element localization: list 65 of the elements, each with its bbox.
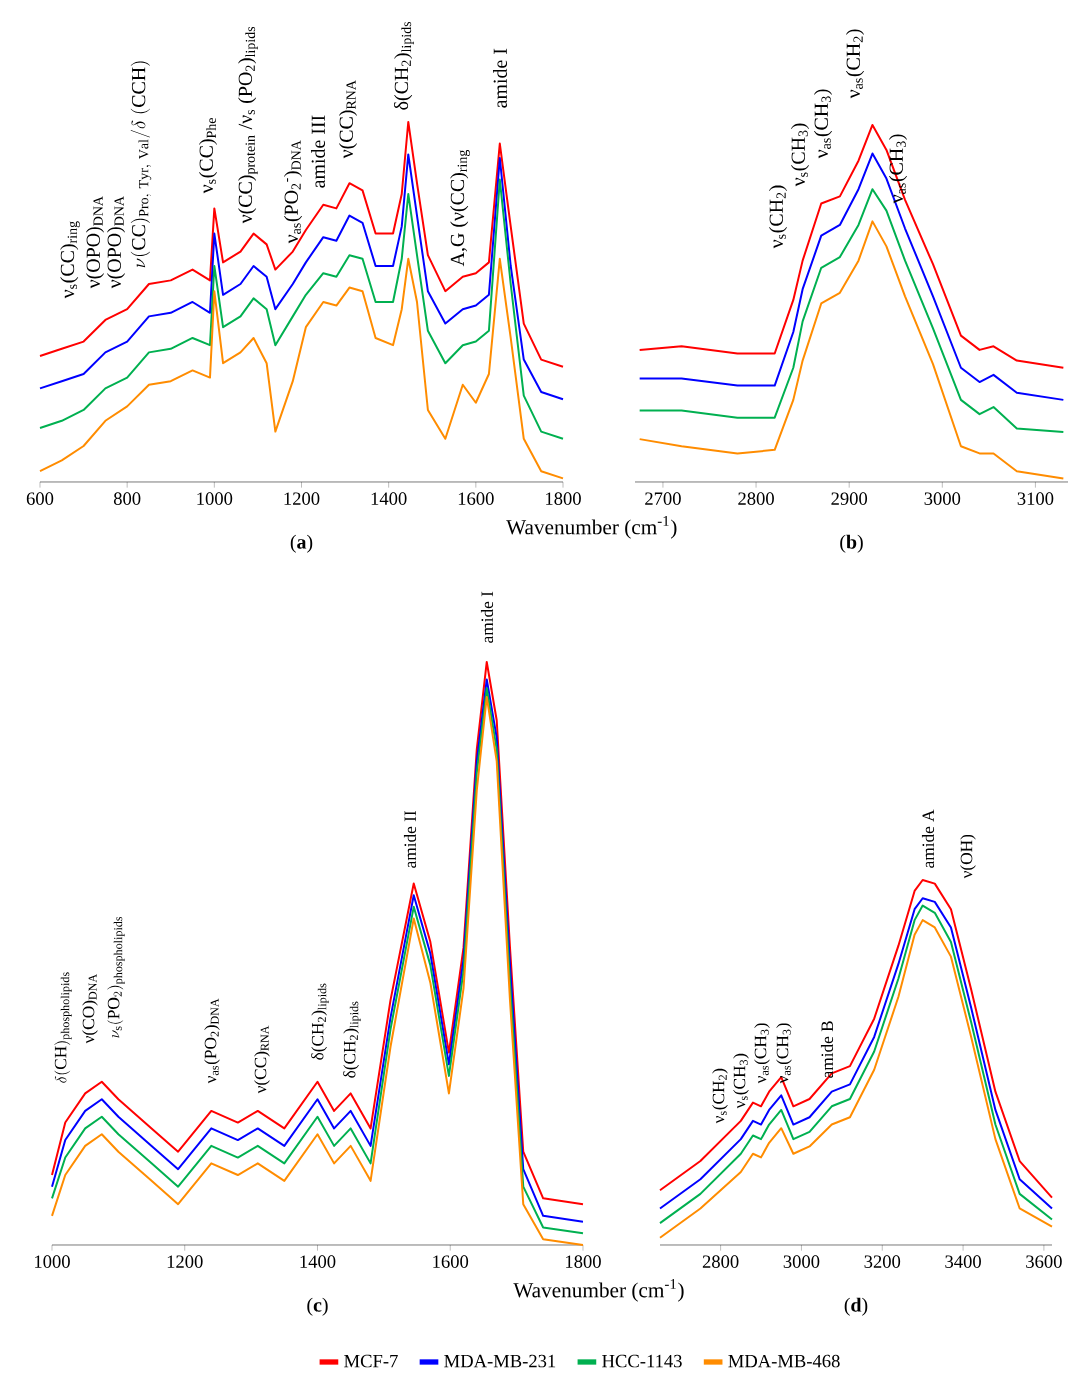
annotation: ν$_{as}$(CH$_{3}$) [754,1023,770,1084]
x-tick-label: 800 [113,492,141,505]
x-tick-label: 3400 [945,1255,981,1268]
legend-label: HCC-1143 [602,1354,682,1368]
annotation: ν$_{as}$(PO$_{2}$$^{-}$)$_{DNA}$ [283,140,303,244]
x-tick-label: 1000 [35,1255,70,1268]
x-tick-label: 2900 [831,492,868,505]
annotation: $\nu(\mathrm{CC})_{\mathrm{Pro,\ Tyr,\ Val}}/\delta\ (\mathrm{CCH})$ [130,61,152,268]
annotation: ν$_{as}$(CH$_{3}$) [776,1023,792,1084]
x-tick-label: 1800 [546,492,581,505]
annotation: $\delta(\mathrm{CH})_{\mathrm{phospholipids}}$ [54,972,72,1083]
x-tick-label: 3100 [1017,492,1054,505]
text: (d) [844,1297,868,1316]
x-tick-label: 2700 [645,492,681,505]
x-tick-label: 3000 [924,492,961,505]
annotation: amide II [403,810,417,868]
annotation: $\nu_{\mathrm{s}}(\mathrm{PO}_{2})_{\mathrm{phospholipids}}$ [107,916,125,1038]
x-tick-label: 1200 [167,1255,203,1268]
text: amide A [921,809,935,868]
annotation: amide B [820,1021,834,1078]
legend-label: MDA-MB-231 [444,1354,556,1368]
annotation: δ(CH$_{2}$)$_{lipids}$ [343,1001,361,1078]
x-tick-label: 3000 [783,1255,820,1268]
text: (b) [840,534,863,553]
x-tick-label: 1400 [300,1255,336,1268]
annotation: ν(CC)$_{RNA}$ [254,1025,270,1094]
annotation: amide III [311,115,325,188]
text: (a) [290,534,313,553]
legend-label: MDA-MB-468 [728,1354,840,1368]
x-tick-label: 1000 [197,492,233,505]
x-tick-label: 1800 [566,1255,601,1268]
annotation: δ(CH$_{2}$)$_{lipids}$ [311,983,329,1060]
annotation: ν$_{as}$(CH$_{3}$) [813,89,833,159]
annotation: ν(CC)$_{protein}$ /ν$_{s}$ (PO$_{2}$)$_{lipids}$ [238,26,258,224]
x-tick-label: 600 [26,492,54,505]
annotation: ν(OPO)$_{DNA}$ [85,196,105,289]
x-tick-label: 1600 [433,1255,469,1268]
text: (c) [307,1297,328,1316]
text: amide I [493,48,507,108]
annotation: A,G (ν(CC)$_{ring}$ [450,149,470,267]
annotation: ν$_{s}$(CC)$_{ring}$ [60,221,80,299]
x-tick-label: 3600 [1026,1255,1062,1268]
text: amide I [480,591,494,643]
annotation: ν$_{s}$(CH$_{3}$) [790,123,810,187]
x-tick-label: 1400 [371,492,407,505]
legend-label: MCF-7 [344,1354,398,1368]
x-tick-label: 1600 [458,492,494,505]
x-tick-label: 2800 [738,492,774,505]
text: ν(OH) [960,834,976,879]
annotation: ν(OPO)$_{DNA}$ [106,196,126,289]
annotation: ν$_{as}$(CH$_{3}$) [888,134,908,204]
annotation: ν$_{as}$(PO$_{2}$)$_{DNA}$ [204,998,220,1084]
annotation: ν$_{s}$(CH$_{3}$) [733,1053,749,1109]
x-axis-title: Wavenumber (cm$^{-1}$) [506,516,677,539]
x-tick-label: 2800 [702,1255,739,1268]
x-tick-label: 1200 [284,492,320,505]
annotation: ν(CO)$_{DNA}$ [82,973,98,1044]
x-axis-title: Wavenumber (cm$^{-1}$) [513,1279,684,1302]
annotation: ν(CC)$_{RNA}$ [338,80,358,159]
annotation: ν$_{s}$(CH$_{2}$) [712,1068,728,1124]
annotation: ν$_{s}$(CC)$_{Phe}$ [198,118,218,194]
x-tick-label: 3200 [864,1255,901,1268]
text: δ(CH$_{2}$)$_{lipids}$ [394,21,414,110]
text: ν$_{as}$(CH$_{2}$) [845,29,865,99]
annotation: ν$_{s}$(CH$_{2}$) [768,185,788,249]
